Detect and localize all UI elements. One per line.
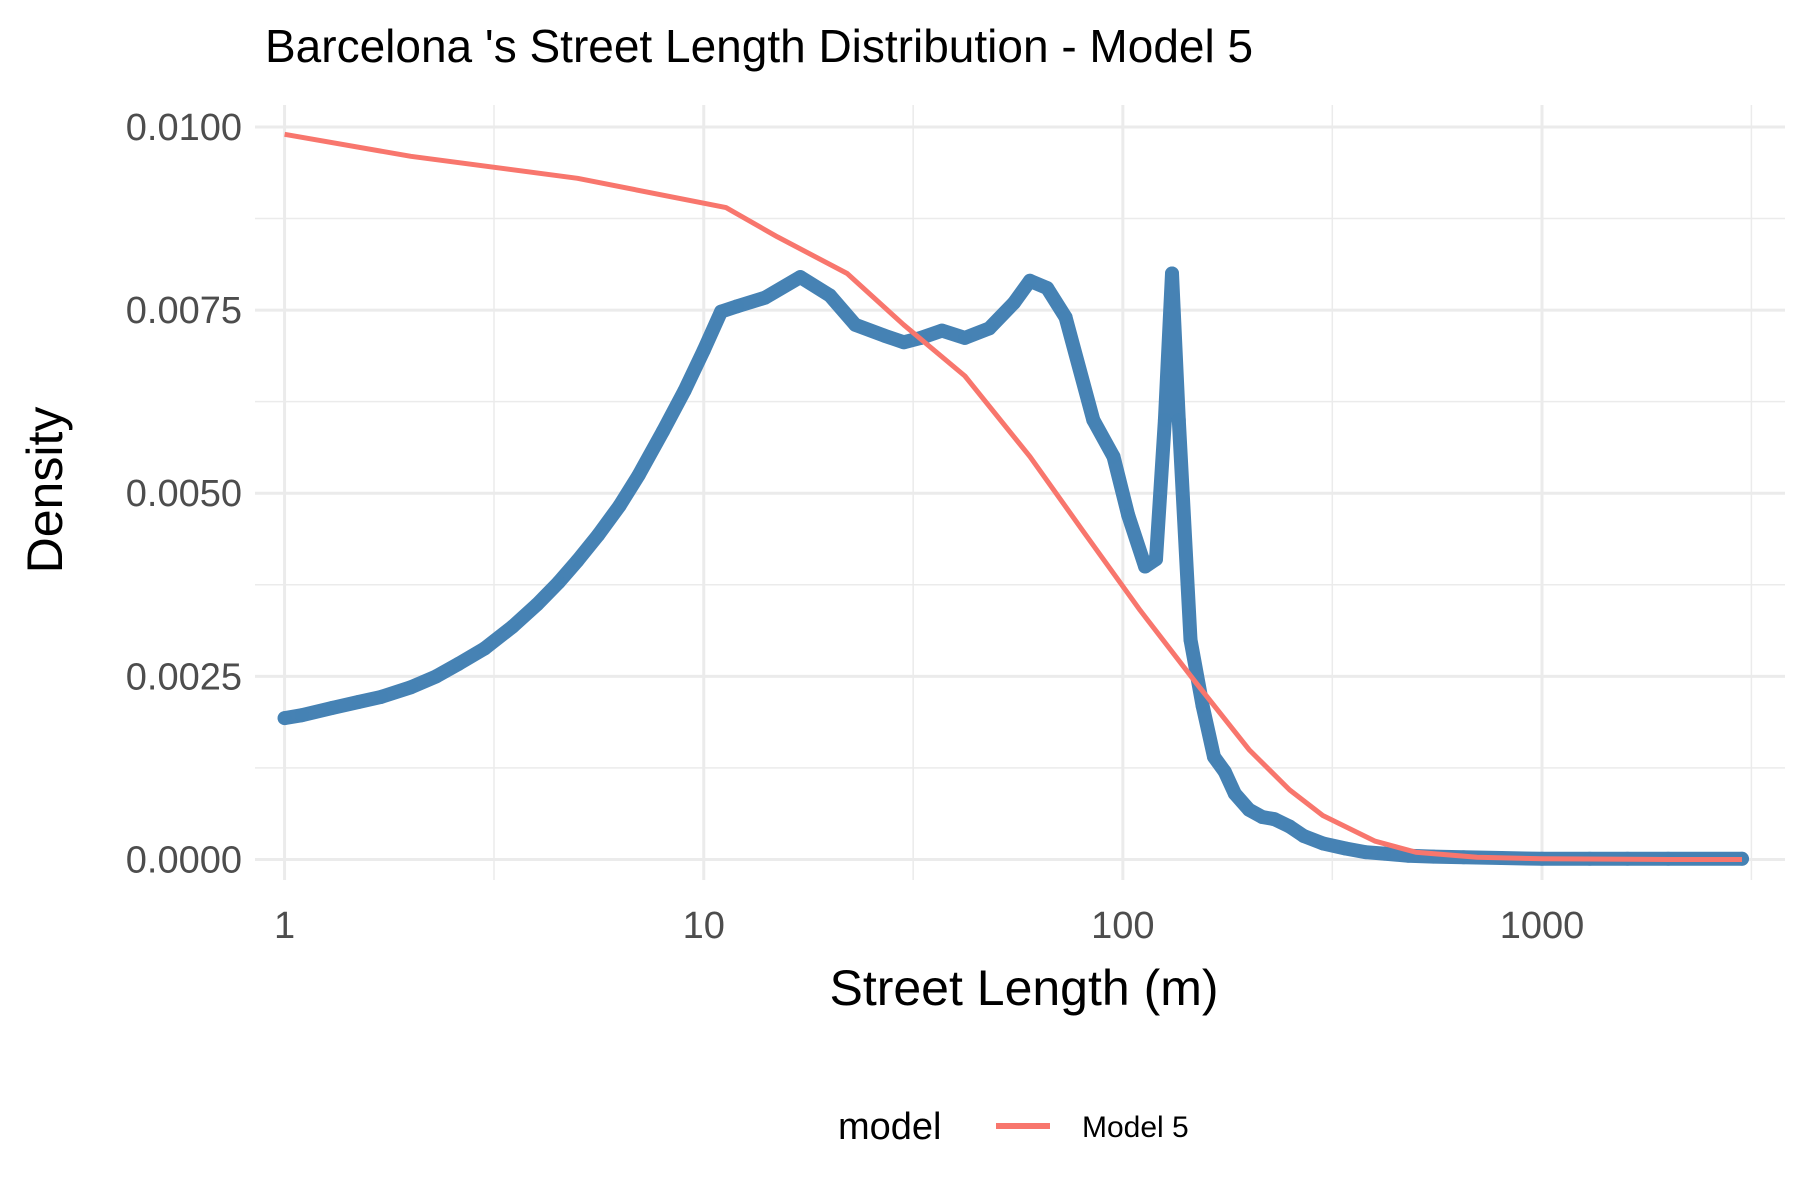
empirical-density-point [325, 700, 340, 715]
empirical-density-point [1007, 295, 1021, 310]
x-tick-label: 10 [683, 905, 725, 947]
empirical-density-point [1040, 281, 1055, 296]
empirical-density-point [696, 343, 711, 358]
empirical-density-point [1338, 841, 1353, 856]
empirical-density-point [1058, 310, 1073, 325]
empirical-density-point [1121, 508, 1136, 523]
empirical-density-point [1217, 764, 1232, 779]
x-axis-title: Street Length (m) [829, 960, 1218, 1016]
legend: model Model 5 [838, 1106, 1189, 1148]
empirical-density-point [1195, 698, 1210, 713]
empirical-density-point [1183, 632, 1198, 647]
empirical-density-point [403, 680, 418, 695]
empirical-density-point [793, 270, 808, 285]
chart-title: Barcelona 's Street Length Distribution … [265, 20, 1253, 72]
x-tick-label: 1 [274, 905, 295, 947]
empirical-density-point [1165, 266, 1179, 281]
grid [255, 105, 1785, 880]
empirical-density-point [1086, 413, 1101, 427]
empirical-density-point [1171, 413, 1186, 427]
empirical-density-point [656, 424, 671, 438]
empirical-density-point [1255, 810, 1270, 824]
empirical-density-point [1106, 449, 1121, 464]
empirical-density-point [1242, 802, 1256, 817]
y-tick-label: 0.0100 [126, 107, 242, 149]
empirical-density-point [896, 335, 911, 350]
empirical-density-point [982, 321, 997, 336]
empirical-density-point [277, 711, 292, 726]
model-5-line [284, 131, 1742, 862]
empirical-density-point [529, 597, 544, 612]
empirical-density-point [1377, 846, 1392, 861]
empirical-density-point [848, 317, 863, 332]
y-tick-label: 0.0000 [126, 839, 242, 881]
empirical-density-point [1022, 273, 1037, 288]
empirical-density-point [612, 498, 627, 513]
empirical-density-point [1207, 749, 1221, 764]
empirical-density-point [714, 304, 729, 319]
empirical-density-point [877, 328, 892, 343]
empirical-density-point [934, 323, 949, 338]
empirical-density-point [1267, 812, 1282, 827]
series [277, 131, 1749, 866]
y-tick-label: 0.0075 [126, 290, 242, 332]
y-tick-label: 0.0025 [126, 656, 242, 698]
empirical-density-point [822, 288, 837, 303]
empirical-density-point [1157, 413, 1172, 427]
empirical-density-point [758, 290, 772, 305]
empirical-density-point [631, 467, 646, 482]
empirical-density-point [1358, 845, 1373, 860]
x-tick-label: 1000 [1500, 905, 1585, 947]
empirical-density-point [729, 299, 744, 314]
empirical-density-point [677, 383, 692, 398]
empirical-density-point [374, 689, 389, 704]
empirical-density-point [429, 669, 444, 684]
empirical-density-point [1149, 552, 1163, 567]
empirical-density-point [451, 656, 466, 671]
empirical-density-point [1282, 819, 1297, 834]
empirical-density-point [551, 575, 566, 590]
y-axis-ticks: 0.0000 0.0025 0.0050 0.0075 0.0100 [126, 107, 242, 882]
empirical-density-point [1315, 836, 1330, 851]
empirical-density-point [1227, 786, 1242, 801]
legend-title: model [838, 1106, 942, 1148]
y-tick-label: 0.0050 [126, 473, 242, 515]
empirical-density-point [591, 528, 606, 542]
y-axis-title: Density [17, 407, 73, 574]
empirical-density-line [277, 266, 1749, 866]
x-axis-ticks: 1 10 100 1000 [274, 905, 1584, 947]
x-tick-label: 100 [1091, 905, 1154, 947]
empirical-density-point [570, 553, 585, 568]
empirical-density-point [477, 641, 492, 656]
legend-label-model-5: Model 5 [1082, 1111, 1189, 1144]
empirical-density-point [505, 619, 520, 634]
empirical-density-point [294, 708, 309, 723]
empirical-density-point [1296, 829, 1311, 843]
empirical-density-point [957, 330, 972, 345]
empirical-density-point [351, 695, 366, 709]
empirical-density-point [1138, 559, 1153, 574]
